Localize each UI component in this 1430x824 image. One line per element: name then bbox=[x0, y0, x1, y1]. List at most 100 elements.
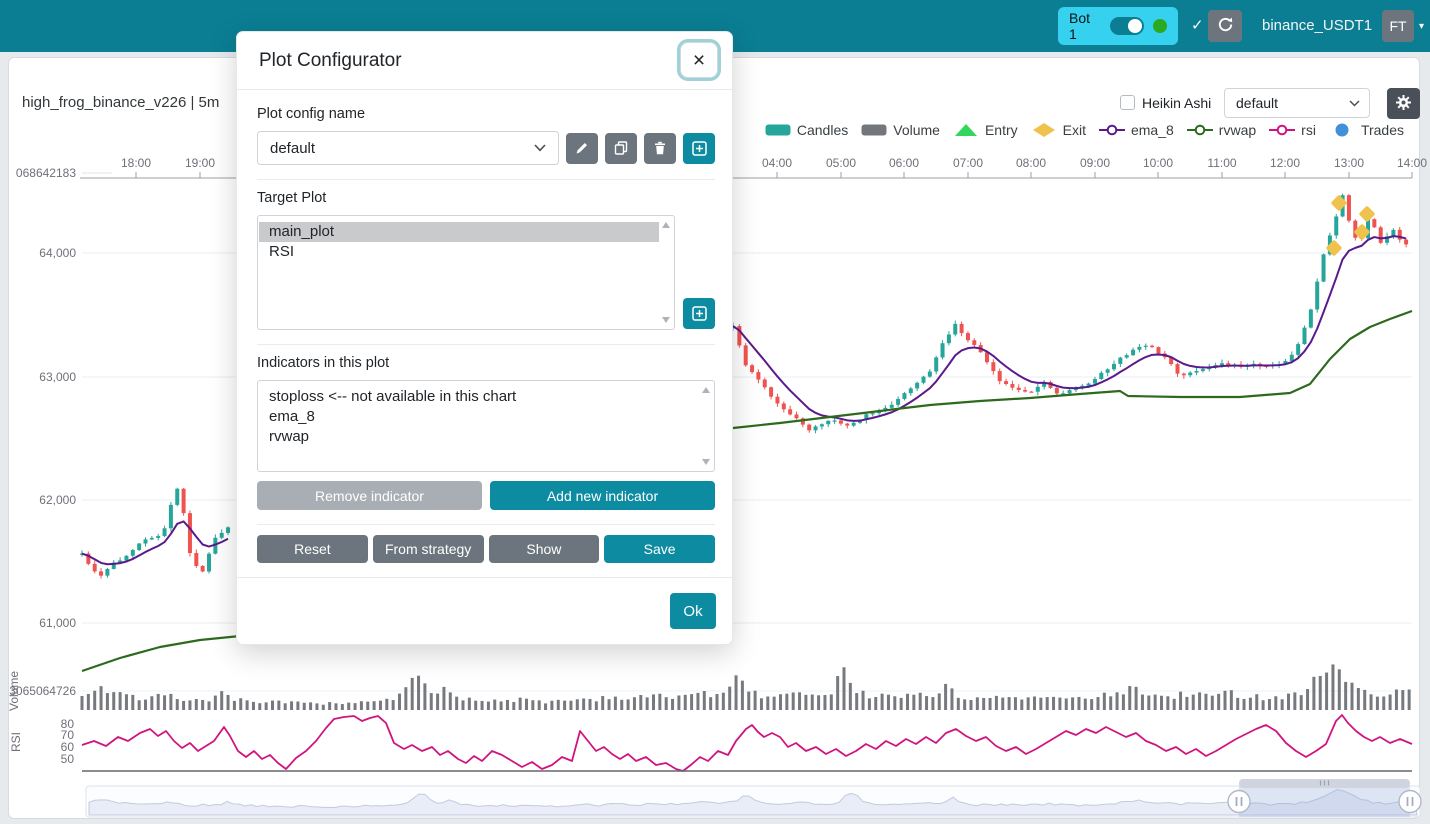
svg-text:12:00: 12:00 bbox=[1270, 156, 1300, 170]
trash-icon bbox=[655, 141, 665, 155]
list-item[interactable]: rvwap bbox=[269, 428, 310, 445]
svg-text:Volume: Volume bbox=[7, 671, 21, 711]
svg-text:61,000: 61,000 bbox=[39, 616, 76, 630]
svg-text:09:00: 09:00 bbox=[1080, 156, 1110, 170]
svg-text:60: 60 bbox=[61, 740, 75, 754]
svg-text:14:00: 14:00 bbox=[1397, 156, 1427, 170]
modal-footer: Ok bbox=[237, 577, 732, 644]
svg-text:70: 70 bbox=[61, 728, 75, 742]
legend-item-ema_8[interactable]: ema_8 bbox=[1098, 122, 1174, 138]
show-button[interactable]: Show bbox=[488, 535, 600, 563]
svg-text:63,000: 63,000 bbox=[39, 370, 76, 384]
delete-config-button[interactable] bbox=[644, 132, 676, 164]
svg-text:13:00: 13:00 bbox=[1334, 156, 1364, 170]
svg-text:08:00: 08:00 bbox=[1016, 156, 1046, 170]
list-item[interactable]: RSI bbox=[269, 243, 295, 260]
add-plot-button[interactable] bbox=[683, 298, 715, 329]
plot-config-name-select[interactable]: default bbox=[257, 131, 559, 165]
reset-button[interactable]: Reset bbox=[257, 535, 368, 563]
svg-text:80: 80 bbox=[61, 717, 75, 731]
svg-text:3065064726: 3065064726 bbox=[9, 684, 76, 698]
svg-text:07:00: 07:00 bbox=[953, 156, 983, 170]
save-button[interactable]: Save bbox=[604, 535, 715, 563]
add-config-button[interactable] bbox=[683, 132, 715, 164]
datazoom-handle[interactable] bbox=[1227, 789, 1251, 814]
add-indicator-button[interactable]: Add new indicator bbox=[490, 481, 715, 510]
bot-selector[interactable]: Bot 1 bbox=[1058, 7, 1178, 45]
ok-button[interactable]: Ok bbox=[670, 593, 716, 629]
pencil-icon bbox=[576, 143, 587, 154]
svg-text:RSI: RSI bbox=[9, 732, 23, 752]
svg-text:05:00: 05:00 bbox=[826, 156, 856, 170]
bot-online-toggle[interactable] bbox=[1110, 17, 1144, 35]
chevron-down-icon bbox=[534, 144, 546, 152]
heikin-ashi-checkbox[interactable] bbox=[1120, 95, 1135, 110]
svg-text:64,000: 64,000 bbox=[39, 246, 76, 260]
copy-icon bbox=[614, 141, 628, 155]
bot-status-dot bbox=[1153, 19, 1167, 33]
legend-marker-icon bbox=[1098, 124, 1125, 136]
list-item[interactable]: main_plot bbox=[259, 222, 659, 242]
legend-item-Trades[interactable]: Trades bbox=[1329, 122, 1404, 138]
scroll-down-icon[interactable] bbox=[702, 459, 710, 465]
refresh-icon bbox=[1218, 17, 1232, 32]
scroll-up-icon[interactable] bbox=[662, 222, 670, 228]
remove-indicator-button[interactable]: Remove indicator bbox=[257, 481, 482, 510]
list-item[interactable]: ema_8 bbox=[269, 408, 315, 425]
svg-text:19:00: 19:00 bbox=[185, 156, 215, 170]
datazoom-window[interactable] bbox=[1239, 786, 1410, 817]
plot-config-dropdown[interactable]: default bbox=[1224, 88, 1370, 118]
svg-text:068642183: 068642183 bbox=[16, 166, 76, 180]
svg-text:06:00: 06:00 bbox=[889, 156, 919, 170]
legend-marker-icon bbox=[861, 124, 887, 136]
plot-config-dropdown-value: default bbox=[1236, 95, 1279, 111]
chevron-down-icon[interactable]: ▾ bbox=[1419, 21, 1425, 32]
chart-legend: Candles Volume Entry Exit ema_8 rvwap rsi Trade… bbox=[765, 122, 1404, 138]
target-plot-label: Target Plot bbox=[257, 190, 327, 206]
datazoom-handle[interactable] bbox=[1398, 789, 1422, 814]
legend-marker-icon bbox=[1335, 123, 1349, 137]
bot-name-label: Bot 1 bbox=[1069, 10, 1091, 42]
svg-text:11:00: 11:00 bbox=[1207, 156, 1236, 170]
indicators-listbox[interactable]: stoploss <-- not available in this chart… bbox=[257, 380, 715, 472]
modal-header: Plot Configurator × bbox=[237, 32, 732, 90]
rename-config-button[interactable] bbox=[566, 132, 598, 164]
svg-text:04:00: 04:00 bbox=[762, 156, 792, 170]
check-icon: ✓ bbox=[1191, 17, 1204, 34]
legend-item-Volume[interactable]: Volume bbox=[861, 122, 940, 138]
legend-marker-icon bbox=[954, 124, 977, 136]
duplicate-config-button[interactable] bbox=[605, 132, 637, 164]
exchange-pair-label: binance_USDT1 bbox=[1262, 17, 1373, 34]
modal-body: Plot config name default bbox=[237, 90, 732, 563]
heikin-ashi-label: Heikin Ashi bbox=[1142, 95, 1212, 111]
chart-title: high_frog_binance_v226 | 5m bbox=[22, 94, 220, 111]
legend-marker-icon bbox=[765, 124, 791, 136]
svg-text:50: 50 bbox=[61, 752, 75, 766]
legend-item-Entry[interactable]: Entry bbox=[953, 122, 1018, 138]
gear-icon bbox=[1396, 94, 1411, 110]
plus-square-icon bbox=[691, 140, 707, 156]
plus-square-icon bbox=[691, 306, 707, 321]
indicators-label: Indicators in this plot bbox=[257, 355, 390, 371]
scroll-down-icon[interactable] bbox=[662, 317, 670, 323]
list-item[interactable]: stoploss <-- not available in this chart bbox=[269, 388, 517, 405]
svg-text:18:00: 18:00 bbox=[121, 156, 151, 170]
modal-title: Plot Configurator bbox=[259, 49, 402, 71]
toggle-knob bbox=[1128, 19, 1142, 33]
from-strategy-button[interactable]: From strategy bbox=[372, 535, 484, 563]
legend-marker-icon bbox=[1032, 123, 1055, 137]
target-plot-listbox[interactable]: main_plot RSI bbox=[257, 215, 675, 330]
legend-item-rvwap[interactable]: rvwap bbox=[1186, 122, 1256, 138]
legend-item-Exit[interactable]: Exit bbox=[1031, 122, 1086, 138]
scroll-up-icon[interactable] bbox=[702, 387, 710, 393]
legend-item-rsi[interactable]: rsi bbox=[1269, 122, 1316, 138]
refresh-button[interactable] bbox=[1208, 10, 1242, 42]
legend-marker-icon bbox=[1186, 124, 1213, 136]
gear-button[interactable] bbox=[1387, 88, 1420, 119]
legend-item-Candles[interactable]: Candles bbox=[765, 122, 848, 138]
plot-configurator-modal: Plot Configurator × Plot config name def… bbox=[236, 31, 733, 645]
close-icon[interactable]: × bbox=[680, 42, 718, 78]
user-avatar[interactable]: FT bbox=[1382, 10, 1414, 42]
svg-text:62,000: 62,000 bbox=[39, 493, 76, 507]
